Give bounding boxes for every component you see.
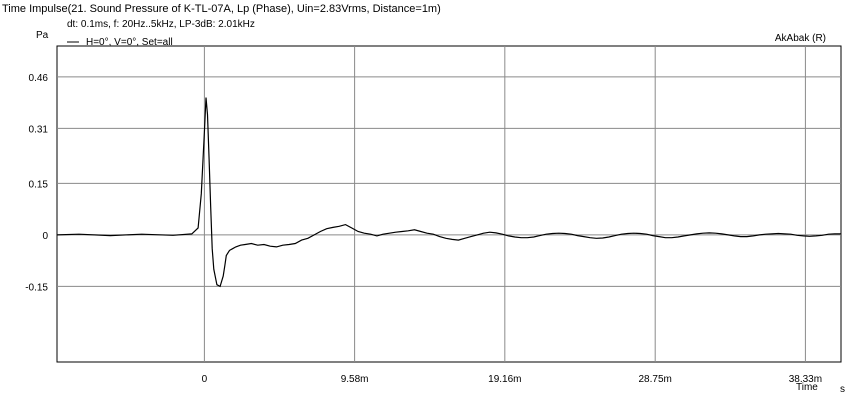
- x-tick-label: 38.33m: [789, 374, 822, 385]
- x-axis-unit: s: [840, 384, 845, 395]
- y-tick-label: 0.31: [29, 124, 49, 135]
- y-axis-label: Pa: [36, 30, 49, 41]
- y-tick-label: 0.46: [29, 73, 49, 84]
- y-tick-label: 0.15: [29, 179, 49, 190]
- x-axis-label: Time: [796, 382, 818, 393]
- x-tick-label: 28.75m: [639, 374, 672, 385]
- plot-frame: [56, 45, 842, 363]
- y-tick-label: -0.15: [25, 282, 48, 293]
- legend-entry: H=0°, V=0°, Set=all: [86, 37, 173, 48]
- chart-params: dt: 0.1ms, f: 20Hz..5kHz, LP-3dB: 2.01kH…: [67, 19, 255, 30]
- series-line: [56, 97, 841, 288]
- x-tick-label: 9.58m: [341, 374, 369, 385]
- x-tick-label: 19.16m: [488, 374, 521, 385]
- watermark: AkAbak (R): [775, 33, 826, 44]
- x-tick-label: 0: [202, 374, 208, 385]
- grid: [57, 46, 841, 362]
- x-tick-labels: 0 9.58m 19.16m 28.75m 38.33m: [202, 374, 822, 385]
- chart-title: Time Impulse(21. Sound Pressure of K-TL-…: [2, 3, 441, 15]
- legend: H=0°, V=0°, Set=all: [67, 37, 173, 48]
- y-tick-label: 0: [42, 231, 48, 242]
- y-tick-labels: 0.46 0.31 0.15 0 -0.15: [25, 73, 48, 294]
